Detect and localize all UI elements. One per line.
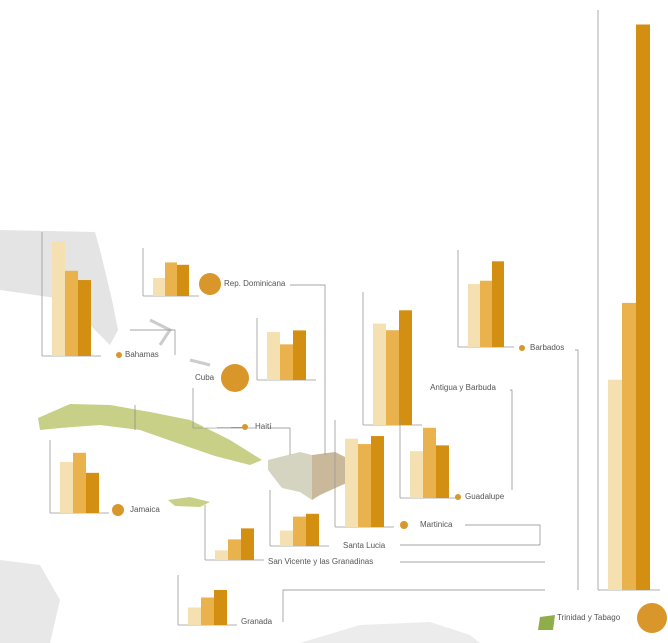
bar [73, 452, 86, 513]
marker-dot [221, 364, 249, 392]
bar [468, 283, 480, 347]
bar [622, 302, 636, 590]
country-label: Martinica [420, 520, 453, 529]
country-label: Trinidad y Tabago [557, 613, 621, 622]
bar [153, 278, 165, 296]
bar [217, 427, 231, 428]
haiti-shape [268, 452, 312, 500]
bar [358, 444, 371, 527]
connector [575, 349, 579, 590]
bar [215, 550, 228, 560]
connectors [130, 284, 579, 622]
bar [293, 330, 306, 380]
bar [293, 516, 306, 546]
bar [373, 323, 386, 425]
bar [65, 270, 78, 356]
country-label: Cuba [195, 373, 215, 382]
bar [436, 445, 449, 498]
bar [177, 264, 189, 296]
country-label: Guadalupe [465, 492, 505, 501]
bar [188, 607, 201, 625]
jamaica-shape [168, 497, 210, 507]
bar [52, 241, 65, 356]
bar [399, 310, 412, 425]
country-label: Jamaica [130, 505, 160, 514]
bar [214, 590, 227, 625]
marker-dot [519, 345, 525, 351]
country-label: Bahamas [125, 350, 159, 359]
country-label: San Vicente y las Granadinas [268, 557, 373, 566]
bar [636, 24, 650, 590]
connector [134, 405, 291, 455]
marker-dot [455, 494, 461, 500]
bar [86, 472, 99, 513]
bar [386, 330, 399, 425]
bar [608, 379, 622, 590]
bar [371, 436, 384, 527]
connector [290, 284, 326, 455]
country-label: Santa Lucia [343, 541, 386, 550]
bar [280, 344, 293, 380]
marker-dot [112, 504, 124, 516]
bar [228, 539, 241, 560]
bar [423, 427, 436, 498]
cuba-shape [38, 404, 262, 465]
country-label: Barbados [530, 343, 564, 352]
marker-dot [242, 424, 248, 430]
country-label: Antigua y Barbuda [430, 383, 496, 392]
bar [165, 262, 177, 296]
connector [130, 329, 176, 355]
charts: Bahamas Rep. Dominicana Cuba Barbados Antigu… [41, 10, 667, 633]
marker-dot [199, 273, 221, 295]
islands [149, 318, 211, 367]
connector [510, 389, 513, 490]
bar [60, 461, 73, 513]
bar [241, 528, 254, 560]
bar [480, 280, 492, 347]
connector [465, 524, 541, 545]
country-label: Granada [241, 617, 273, 626]
bar [267, 331, 280, 380]
marker-dot [400, 521, 408, 529]
connector [282, 589, 545, 622]
bar [345, 438, 358, 527]
bar [231, 427, 245, 428]
bar [492, 261, 504, 347]
south-america [300, 622, 480, 643]
bar [410, 451, 423, 498]
country-label: Rep. Dominicana [224, 279, 286, 288]
marker-dot [637, 603, 667, 633]
bar [280, 530, 293, 546]
bar [203, 427, 217, 428]
bar [78, 280, 91, 356]
bar [306, 513, 319, 546]
mainland [0, 560, 60, 643]
country-label: Haití [255, 422, 272, 431]
trinidad-shape [538, 615, 555, 630]
bar [201, 597, 214, 625]
marker-dot [116, 352, 122, 358]
